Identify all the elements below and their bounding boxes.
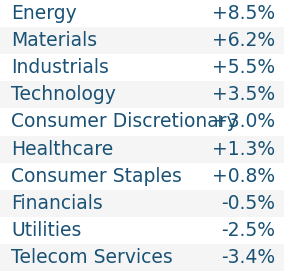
Text: -0.5%: -0.5% (222, 194, 275, 213)
Text: Utilities: Utilities (11, 221, 82, 240)
Bar (0, 108, 284, 136)
Text: +3.5%: +3.5% (212, 85, 275, 104)
Text: -2.5%: -2.5% (222, 221, 275, 240)
Bar (0, 163, 284, 190)
Text: +5.5%: +5.5% (212, 58, 275, 77)
Bar (0, 136, 284, 163)
Text: Financials: Financials (11, 194, 103, 213)
Text: Technology: Technology (11, 85, 116, 104)
Text: Energy: Energy (11, 4, 77, 23)
Bar (0, 217, 284, 244)
Bar (0, 81, 284, 108)
Text: Consumer Staples: Consumer Staples (11, 167, 182, 186)
Text: Telecom Services: Telecom Services (11, 248, 173, 267)
Text: Materials: Materials (11, 31, 97, 50)
Text: Healthcare: Healthcare (11, 140, 114, 159)
Bar (0, 244, 284, 271)
Text: Industrials: Industrials (11, 58, 109, 77)
Bar (0, 190, 284, 217)
Text: Consumer Discretionary: Consumer Discretionary (11, 112, 238, 131)
Bar (0, 27, 284, 54)
Text: +3.0%: +3.0% (212, 112, 275, 131)
Text: +0.8%: +0.8% (212, 167, 275, 186)
Bar (0, 54, 284, 81)
Text: -3.4%: -3.4% (221, 248, 275, 267)
Text: +8.5%: +8.5% (212, 4, 275, 23)
Bar (0, 0, 284, 27)
Text: +6.2%: +6.2% (212, 31, 275, 50)
Text: +1.3%: +1.3% (212, 140, 275, 159)
